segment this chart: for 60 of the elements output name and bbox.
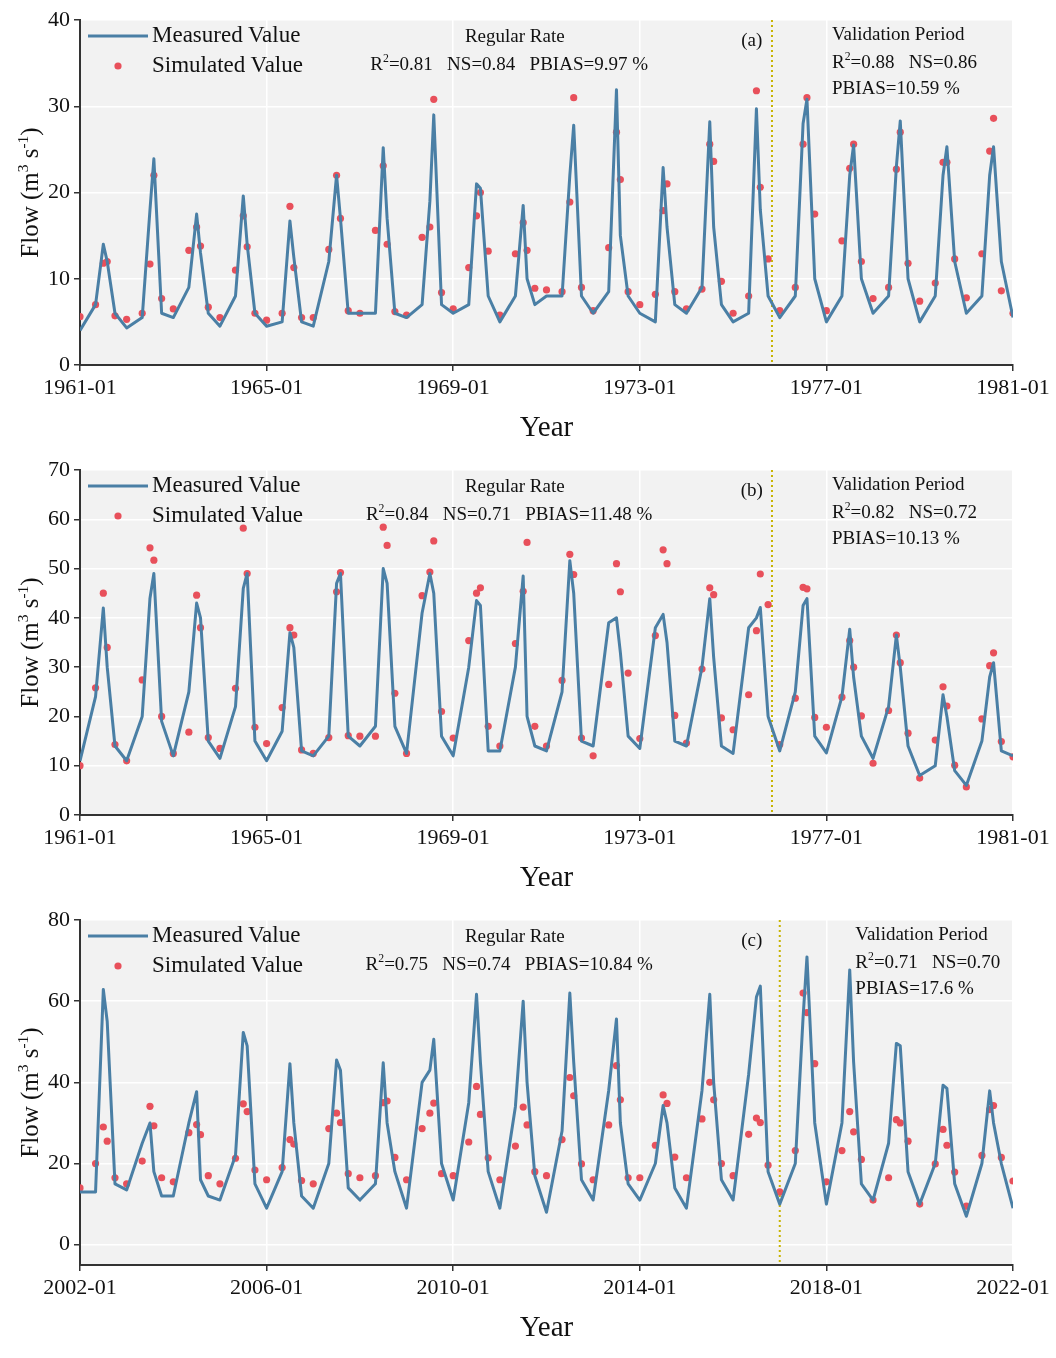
legend-label: Simulated Value <box>152 952 303 978</box>
y-tick-label: 70 <box>48 455 70 481</box>
x-tick-label: 1961-01 <box>43 823 117 849</box>
x-tick-label: 2002-01 <box>43 1273 117 1299</box>
legend-label: Measured Value <box>152 472 301 498</box>
y-axis-title: Flow (m3 s-1) <box>14 577 44 708</box>
x-tick-label: 1981-01 <box>976 373 1050 399</box>
y-axis-title: Flow (m3 s-1) <box>14 127 44 258</box>
y-tick-label: 0 <box>59 1230 70 1256</box>
x-tick-label: 2018-01 <box>789 1273 864 1299</box>
x-tick-label: 1961-01 <box>43 373 117 399</box>
y-tick-label: 60 <box>48 986 70 1012</box>
annotation: Validation Period <box>832 23 965 44</box>
legend-label: Simulated Value <box>152 502 303 528</box>
x-tick-label: 1965-01 <box>229 823 304 849</box>
y-tick-label: 0 <box>59 350 70 376</box>
y-tick-label: 20 <box>48 178 70 204</box>
annotation: Validation Period <box>832 473 965 494</box>
legend-label: Measured Value <box>152 922 301 948</box>
x-tick-label: 2010-01 <box>416 1273 490 1299</box>
y-tick-label: 60 <box>48 505 70 531</box>
x-tick-label: 2014-01 <box>603 1273 677 1299</box>
x-tick-label: 1969-01 <box>416 823 490 849</box>
legend-label: Measured Value <box>152 22 301 48</box>
y-tick-label: 30 <box>48 92 70 118</box>
annotation: Regular Rate <box>464 25 565 46</box>
x-axis-title: Year <box>519 1310 574 1343</box>
x-tick-label: 1977-01 <box>789 373 864 399</box>
y-tick-label: 80 <box>48 905 70 931</box>
x-tick-label: 1977-01 <box>789 823 864 849</box>
annotation: PBIAS=10.13 % <box>832 527 961 548</box>
y-tick-label: 40 <box>48 5 70 31</box>
annotation: Regular Rate <box>464 475 565 496</box>
y-axis-title: Flow (m3 s-1) <box>14 1027 44 1158</box>
annotation: Regular Rate <box>464 925 565 946</box>
y-tick-label: 10 <box>48 751 70 777</box>
y-tick-label: 10 <box>48 264 70 290</box>
x-tick-label: 2022-01 <box>976 1273 1050 1299</box>
annotation: (a) <box>741 29 763 51</box>
x-axis-title: Year <box>519 860 574 893</box>
x-tick-label: 1973-01 <box>603 373 677 399</box>
x-tick-label: 1981-01 <box>976 823 1050 849</box>
annotation: (c) <box>741 929 763 951</box>
annotation: Validation Period <box>855 923 989 944</box>
annotation: PBIAS=10.59 % <box>832 77 961 98</box>
y-tick-label: 40 <box>48 603 70 629</box>
y-tick-label: 30 <box>48 652 70 678</box>
x-tick-label: 1969-01 <box>416 373 490 399</box>
annotation: (b) <box>740 479 763 501</box>
legend-label: Simulated Value <box>152 52 303 78</box>
x-tick-label: 1973-01 <box>603 823 677 849</box>
y-tick-label: 50 <box>48 554 70 580</box>
annotation: PBIAS=17.6 % <box>855 977 974 998</box>
y-tick-label: 20 <box>48 1149 70 1175</box>
x-tick-label: 2006-01 <box>229 1273 304 1299</box>
y-tick-label: 20 <box>48 702 70 728</box>
x-tick-label: 1965-01 <box>229 373 304 399</box>
x-axis-title: Year <box>519 410 574 443</box>
y-tick-label: 40 <box>48 1068 70 1094</box>
y-tick-label: 0 <box>59 800 70 826</box>
